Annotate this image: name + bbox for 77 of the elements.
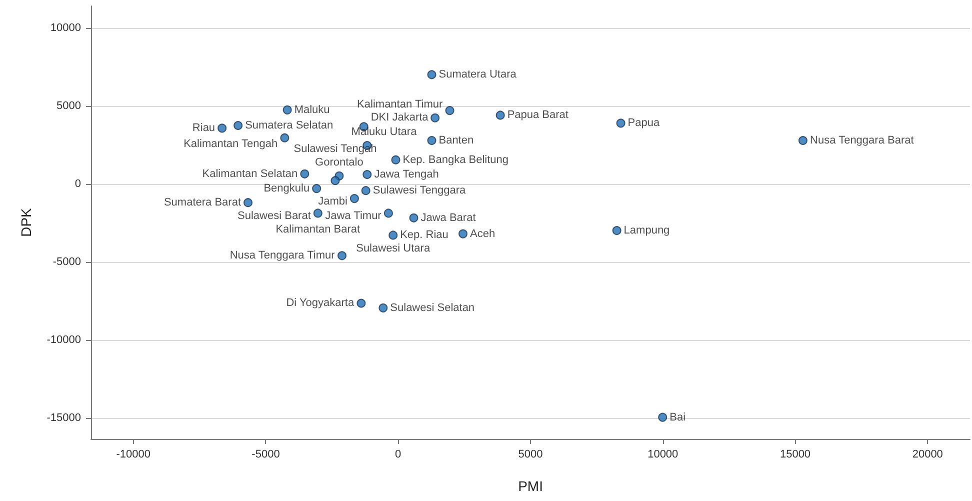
x-tick-label: 0 — [395, 448, 402, 460]
y-tick-label: -10000 — [46, 334, 81, 346]
point — [427, 136, 436, 145]
point — [798, 136, 808, 145]
annotation: Jambi — [318, 196, 348, 208]
annotation: Bengkulu — [264, 182, 310, 195]
point — [280, 133, 290, 142]
y-tick-label: -15000 — [46, 412, 81, 424]
point — [612, 226, 622, 236]
annotation: Lampung — [624, 224, 670, 237]
annotation: Jawa Timur — [325, 210, 382, 222]
point — [300, 169, 310, 178]
annotation: Di Yogyakarta — [286, 297, 355, 310]
point — [616, 118, 626, 128]
x-axis-title: PMI — [518, 478, 543, 494]
point — [378, 303, 388, 312]
point — [496, 110, 505, 120]
point — [409, 213, 418, 222]
y-tick-label: 10000 — [50, 22, 81, 34]
point — [234, 121, 243, 130]
x-tick-label: 5000 — [518, 448, 543, 460]
x-tick-label: 15000 — [780, 448, 811, 460]
y-tick-label: 0 — [74, 178, 81, 190]
annotation: Sulawesi Utara — [356, 242, 431, 255]
point — [218, 124, 227, 133]
point — [313, 208, 322, 218]
annotation: Sulawesi Selatan — [390, 302, 475, 314]
annotation: Sumatera Barat — [164, 196, 242, 209]
annotation: Sumatera Selatan — [245, 120, 334, 132]
annotation: Nusa Tenggara Barat — [810, 134, 914, 147]
annotation: Maluku Utara — [351, 126, 418, 138]
point — [388, 230, 398, 240]
point — [430, 113, 440, 122]
annotation: Gorontalo — [315, 156, 364, 168]
point — [445, 106, 454, 116]
annotation: Nusa Tenggara Timur — [230, 250, 336, 262]
point — [427, 70, 436, 80]
annotation: Sulawesi Tenggara — [372, 184, 467, 197]
annotation: Kalimantan Timur — [357, 98, 443, 111]
annotation: Sumatera Utara — [438, 68, 518, 81]
point — [362, 170, 372, 180]
x-tick-label: 20000 — [912, 448, 943, 460]
annotation: Bai — [670, 411, 686, 424]
point — [658, 412, 668, 422]
point — [244, 198, 252, 208]
annotation: Kalimantan Tengah — [184, 138, 278, 150]
annotation: Kalimantan Barat — [276, 224, 360, 236]
point — [350, 194, 359, 204]
annotation: Sulawesi Tengah — [294, 143, 377, 156]
annotation: DKI Jakarta — [370, 112, 430, 124]
annotation: Jawa Tengah — [374, 168, 439, 181]
annotation: Riau — [192, 122, 216, 134]
point — [330, 176, 340, 186]
annotation: Papua Barat — [507, 109, 568, 122]
point — [356, 298, 366, 308]
annotation: Sulawesi Barat — [238, 210, 311, 222]
point — [338, 251, 346, 260]
annotation: Papua — [628, 117, 660, 130]
annotation: Kep. Riau — [400, 229, 448, 242]
annotation: Aceh — [470, 228, 496, 240]
x-tick-label: 10000 — [648, 448, 678, 460]
annotation: Kalimantan Selatan — [202, 168, 298, 180]
annotation: Kep. Bangka Belitung — [402, 154, 509, 166]
x-tick-label: -10000 — [116, 448, 150, 460]
annotation: Banten — [438, 134, 474, 147]
y-axis-title: DPK — [18, 207, 34, 237]
y-tick-label: -5000 — [52, 256, 81, 268]
point — [384, 208, 393, 218]
x-tick-label: -5000 — [252, 448, 280, 460]
point — [361, 186, 370, 196]
y-tick-label: 5000 — [56, 100, 81, 112]
annotation: Jawa Barat — [420, 212, 476, 224]
point — [312, 184, 322, 194]
point — [458, 229, 468, 238]
annotation: Maluku — [294, 104, 330, 116]
point — [282, 105, 292, 114]
point — [391, 155, 400, 164]
